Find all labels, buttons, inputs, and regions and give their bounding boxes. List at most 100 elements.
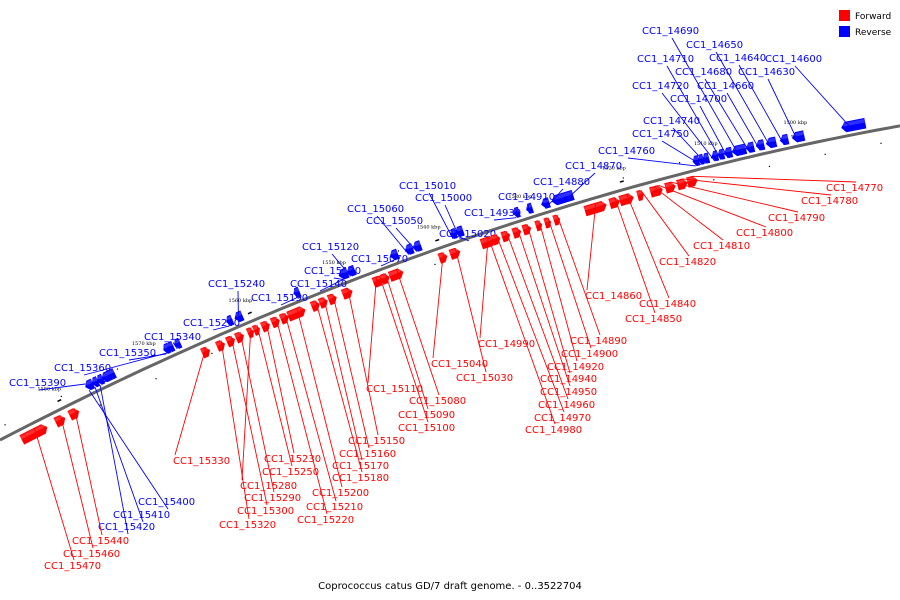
gene-cc1-14840-sheen <box>618 194 633 201</box>
gene-label-cc1-15350: CC1_15350 <box>99 348 156 359</box>
gene-cc1-15420 <box>96 373 106 385</box>
leader-cc1-14790 <box>670 181 799 213</box>
gene-label-cc1-15160: CC1_15160 <box>339 449 396 460</box>
gene-cc1-14760 <box>692 155 701 167</box>
gene-cc1-15440-sheen <box>68 409 78 416</box>
gene-cc1-15180-body <box>309 300 320 312</box>
gene-label-cc1-15110: CC1_15110 <box>366 384 423 395</box>
gene-cc1-14820-sheen <box>636 191 643 196</box>
gene-label-cc1-15190: CC1_15190 <box>251 293 308 304</box>
leader-cc1-15420 <box>99 384 129 535</box>
minor-tick <box>285 294 287 296</box>
gene-cc1-15470-sheen <box>20 424 46 440</box>
leader-cc1-14650 <box>715 51 772 149</box>
gene-label-cc1-15070: CC1_15070 <box>351 254 408 265</box>
gene-cc1-14710-sheen <box>717 149 724 154</box>
leader-cc1-14640 <box>738 64 785 146</box>
leader-cc1-15330 <box>174 346 207 456</box>
gene-cc1-15220-body <box>269 316 280 329</box>
leader-cc1-15410 <box>94 387 144 523</box>
gene-label-cc1-14780: CC1_14780 <box>801 196 858 207</box>
tick-mark-1580 <box>57 399 62 403</box>
leader-cc1-15320 <box>220 340 250 520</box>
leader-cc1-15100 <box>379 275 429 423</box>
gene-cc1-14680-sheen <box>745 142 754 147</box>
gene-label-cc1-15340: CC1_15340 <box>144 332 201 343</box>
gene-cc1-14940-body <box>521 224 532 236</box>
legend-label-forward: Forward <box>855 12 891 22</box>
tick-label-1500: 1500 kbp <box>784 120 808 126</box>
gene-cc1-14840-body <box>618 193 634 207</box>
gene-cc1-14850-body <box>608 197 620 209</box>
gene-cc1-14650-body <box>765 136 778 149</box>
leader-cc1-14710 <box>666 65 722 160</box>
leader-cc1-14600 <box>794 65 854 131</box>
gene-cc1-14930 <box>512 206 521 218</box>
gene-cc1-14760-sheen <box>692 156 699 161</box>
tick-label-1550: 1550 kbp <box>322 260 346 266</box>
gene-label-cc1-15000: CC1_15000 <box>415 193 472 204</box>
gene-label-cc1-14980: CC1_14980 <box>525 425 582 436</box>
gene-label-cc1-14900: CC1_14900 <box>561 349 618 360</box>
legend-swatch-reverse <box>839 26 850 37</box>
leader-cc1-15340 <box>173 343 178 350</box>
gene-cc1-15400-sheen <box>84 379 93 385</box>
leader-cc1-15050 <box>395 227 418 252</box>
gene-cc1-14790-sheen <box>664 182 675 188</box>
gene-cc1-15020 <box>455 225 464 237</box>
gene-cc1-14600-sheen <box>841 119 865 127</box>
gene-cc1-15240-body <box>234 310 245 323</box>
gene-label-cc1-14910: CC1_14910 <box>498 192 555 203</box>
axis-line <box>0 124 900 442</box>
leader-cc1-14770 <box>692 175 857 183</box>
minor-tick <box>155 378 157 380</box>
gene-cc1-15410-body <box>92 376 101 388</box>
leader-cc1-14980 <box>487 236 556 425</box>
gene-label-cc1-14630: CC1_14630 <box>738 67 795 78</box>
gene-label-cc1-15330: CC1_15330 <box>173 456 230 467</box>
gene-label-cc1-14860: CC1_14860 <box>585 291 642 302</box>
minor-tick <box>679 162 681 164</box>
leader-cc1-14870 <box>562 172 596 204</box>
leader-cc1-14780 <box>682 178 832 196</box>
gene-label-cc1-14710: CC1_14710 <box>637 54 694 65</box>
legend-swatch-forward <box>839 10 850 21</box>
gene-label-cc1-14810: CC1_14810 <box>693 241 750 252</box>
gene-cc1-15160-body <box>326 293 337 306</box>
genome-axis <box>0 124 900 442</box>
leader-cc1-14900 <box>547 217 592 349</box>
leader-cc1-14840 <box>626 193 670 299</box>
minor-tick <box>824 153 826 155</box>
gene-cc1-14720 <box>711 150 720 162</box>
gene-cc1-14930-sheen <box>512 207 519 213</box>
leader-cc1-15180 <box>315 300 363 473</box>
leader-cc1-15260 <box>212 325 230 331</box>
leader-cc1-14920 <box>538 220 578 362</box>
gene-cc1-15390-body <box>101 368 117 383</box>
gene-label-cc1-15040: CC1_15040 <box>431 359 488 370</box>
gene-label-cc1-14640: CC1_14640 <box>709 53 766 64</box>
gene-label-cc1-15420: CC1_15420 <box>98 522 155 533</box>
gene-cc1-15420-body <box>97 373 106 385</box>
gene-cc1-14770-sheen <box>686 176 697 182</box>
leader-cc1-15240 <box>237 290 239 323</box>
leader-cc1-14720 <box>661 92 716 162</box>
gene-label-cc1-15030: CC1_15030 <box>456 373 513 384</box>
gene-cc1-15240-sheen <box>233 311 242 317</box>
gene-label-cc1-14870: CC1_14870 <box>565 161 622 172</box>
gene-label-cc1-14790: CC1_14790 <box>768 213 825 224</box>
gene-cc1-15120-sheen <box>346 265 355 271</box>
gene-label-cc1-15280: CC1_15280 <box>240 481 297 492</box>
leader-cc1-14880 <box>544 188 564 209</box>
gene-cc1-15200 <box>286 306 306 322</box>
minor-tick <box>4 424 6 426</box>
gene-cc1-14910-sheen <box>525 203 532 208</box>
gene-cc1-15460-body <box>53 415 66 428</box>
gene-label-cc1-14720: CC1_14720 <box>632 81 689 92</box>
gene-cc1-15010-sheen <box>449 228 456 234</box>
gene-cc1-14990-sheen <box>480 237 495 244</box>
leader-cc1-15080 <box>396 269 440 396</box>
leader-cc1-15440 <box>73 408 103 536</box>
minor-tick <box>791 135 793 137</box>
gene-cc1-14850 <box>608 197 620 209</box>
